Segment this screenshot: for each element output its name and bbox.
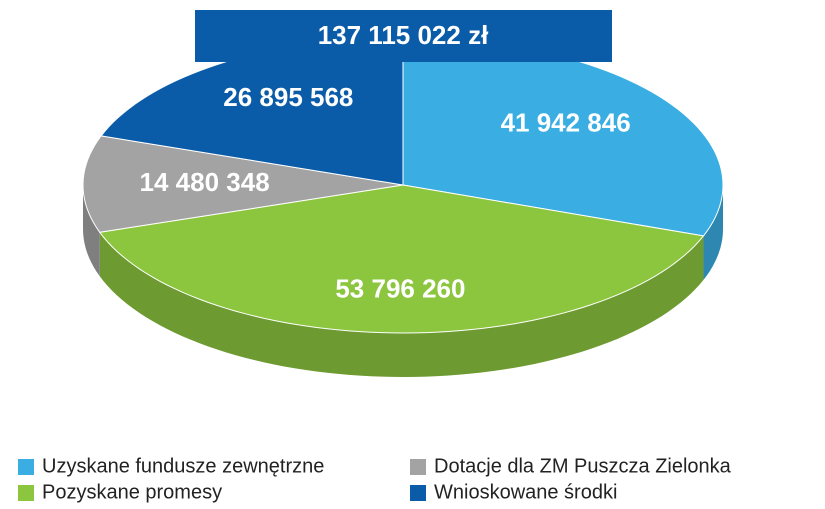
- slice-side-shade: [703, 185, 723, 280]
- slice: [82, 135, 404, 233]
- data-label: 41 942 846: [501, 107, 631, 137]
- legend-swatch: [410, 485, 426, 501]
- chart-title: 137 115 022 zł: [318, 20, 489, 50]
- legend-swatch: [410, 459, 426, 475]
- slice-side-shade: [99, 232, 704, 377]
- legend-label: Pozyskane promesy: [42, 481, 222, 503]
- slice: [98, 184, 705, 334]
- slice-side-shade: [83, 185, 100, 277]
- data-label: 14 480 348: [140, 167, 270, 197]
- legend-label: Dotacje dla ZM Puszcza Zielonka: [434, 455, 732, 477]
- slice-side: [83, 185, 100, 277]
- slice-side: [703, 185, 723, 280]
- title-box: [195, 10, 612, 62]
- data-label: 26 895 568: [223, 82, 353, 112]
- legend-swatch: [18, 459, 34, 475]
- legend-swatch: [18, 485, 34, 501]
- legend-label: Wnioskowane środki: [434, 481, 617, 503]
- slice-side: [99, 232, 704, 377]
- legend-label: Uzyskane fundusze zewnętrzne: [42, 455, 324, 477]
- pie: [82, 36, 724, 377]
- data-label: 53 796 260: [335, 273, 465, 303]
